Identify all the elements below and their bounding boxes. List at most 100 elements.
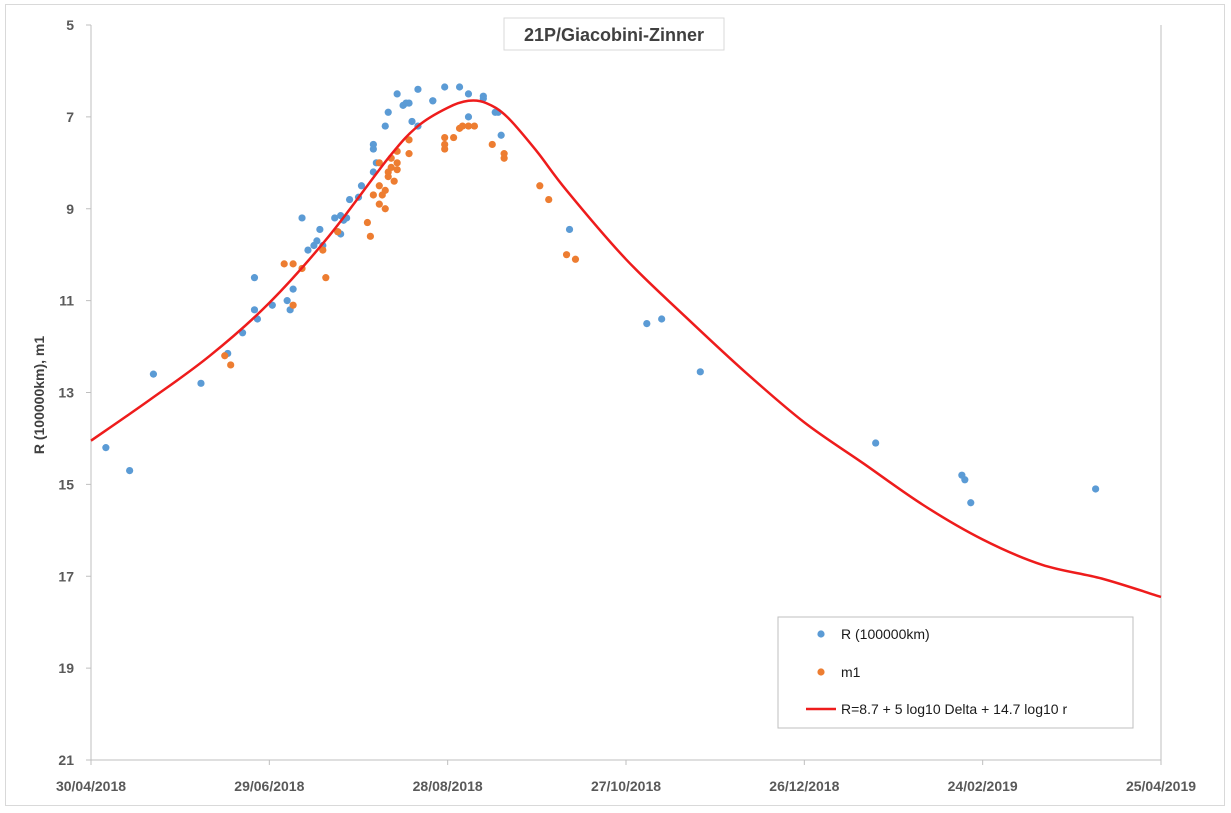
r-data-point bbox=[643, 319, 651, 328]
m1-data-point bbox=[464, 122, 473, 130]
legend-entry-label: m1 bbox=[841, 664, 861, 680]
r-data-point bbox=[384, 108, 392, 116]
r-data-point bbox=[345, 195, 354, 204]
x-tick-label: 24/02/2019 bbox=[948, 778, 1018, 794]
m1-data-point bbox=[381, 186, 389, 194]
m1-data-point bbox=[458, 122, 467, 130]
m1-data-point bbox=[280, 260, 288, 268]
y-tick-label: 19 bbox=[58, 660, 74, 676]
r-data-point bbox=[961, 476, 969, 484]
r-data-point bbox=[872, 439, 880, 447]
r-data-point bbox=[197, 379, 205, 387]
m1-data-point bbox=[393, 166, 401, 174]
r-data-point bbox=[283, 297, 291, 305]
m1-data-point bbox=[319, 246, 327, 254]
r-data-point bbox=[414, 85, 422, 93]
series-layer bbox=[90, 83, 1162, 599]
y-axis-label: R (100000km), m1 bbox=[31, 336, 47, 455]
r-data-point bbox=[464, 90, 473, 98]
x-tick-label: 28/08/2018 bbox=[413, 778, 483, 794]
m1-data-point bbox=[381, 205, 389, 213]
m1-data-point bbox=[393, 159, 401, 167]
r-data-point bbox=[313, 237, 321, 245]
m1-data-point bbox=[488, 140, 496, 149]
m1-data-point bbox=[545, 195, 553, 204]
r-data-point bbox=[381, 122, 389, 130]
m1-data-point bbox=[562, 251, 571, 259]
m1-data-point bbox=[405, 150, 413, 158]
r-data-point bbox=[331, 214, 339, 222]
r-data-point bbox=[298, 214, 306, 222]
m1-data-point bbox=[289, 301, 297, 309]
legend-entry-label: R (100000km) bbox=[841, 626, 930, 642]
y-tick-label: 15 bbox=[58, 476, 74, 492]
m1-data-point bbox=[441, 133, 449, 142]
y-tick-label: 5 bbox=[66, 17, 74, 33]
m1-data-point bbox=[227, 361, 235, 369]
series-model-curve bbox=[90, 99, 1162, 599]
m1-data-point bbox=[363, 218, 372, 227]
y-tick-label: 7 bbox=[66, 109, 74, 125]
chart-title: 21P/Giacobini-Zinner bbox=[524, 25, 704, 45]
r-data-point bbox=[696, 368, 704, 376]
model-curve-line bbox=[90, 99, 1162, 599]
r-data-point bbox=[658, 315, 666, 323]
m1-data-point bbox=[375, 182, 383, 190]
y-axis-ticks: 5 7 9 11 13 15 17 19 21 bbox=[58, 17, 91, 768]
m1-data-point bbox=[571, 255, 580, 263]
y-tick-label: 13 bbox=[58, 385, 74, 401]
legend-marker-swatch bbox=[817, 630, 825, 638]
legend-marker-swatch bbox=[817, 668, 825, 676]
r-data-point bbox=[497, 131, 505, 139]
r-data-point bbox=[289, 285, 297, 293]
m1-data-point bbox=[334, 228, 342, 236]
m1-data-point bbox=[536, 182, 544, 190]
m1-data-point bbox=[390, 177, 398, 185]
x-tick-label: 29/06/2018 bbox=[234, 778, 304, 794]
chart-title-box: 21P/Giacobini-Zinner bbox=[503, 17, 725, 51]
y-tick-label: 9 bbox=[66, 201, 74, 217]
y-tick-label: 17 bbox=[58, 568, 74, 584]
series-m1-points bbox=[221, 122, 580, 369]
m1-data-point bbox=[366, 232, 374, 240]
r-data-point bbox=[126, 466, 134, 475]
x-axis-ticks: 30/04/2018 29/06/2018 28/08/2018 27/10/2018… bbox=[56, 760, 1196, 794]
legend: R (100000km) m1 R=8.7 + 5 log10 Delta + 14… bbox=[777, 616, 1134, 729]
r-data-point bbox=[408, 117, 416, 126]
x-tick-label: 30/04/2018 bbox=[56, 778, 126, 794]
m1-data-point bbox=[387, 163, 395, 172]
r-data-point bbox=[464, 113, 473, 121]
y-tick-label: 21 bbox=[58, 752, 74, 768]
series-r-points bbox=[102, 83, 1100, 507]
m1-data-point bbox=[375, 159, 383, 167]
r-data-point bbox=[149, 370, 158, 378]
r-data-point bbox=[405, 99, 413, 107]
r-data-point bbox=[357, 182, 366, 190]
m1-data-point bbox=[289, 260, 297, 268]
r-data-point bbox=[369, 145, 377, 153]
m1-data-point bbox=[221, 352, 229, 360]
m1-data-point bbox=[322, 274, 330, 282]
legend-box bbox=[777, 616, 1134, 729]
x-tick-label: 25/04/2019 bbox=[1126, 778, 1196, 794]
m1-data-point bbox=[369, 191, 377, 199]
y-tick-label: 11 bbox=[59, 293, 74, 309]
r-data-point bbox=[565, 225, 574, 234]
r-data-point bbox=[316, 225, 324, 234]
r-data-point bbox=[304, 246, 312, 254]
r-data-point bbox=[250, 274, 259, 282]
m1-data-point bbox=[441, 145, 449, 153]
x-tick-label: 26/12/2018 bbox=[769, 778, 839, 794]
m1-data-point bbox=[384, 172, 392, 181]
x-tick-label: 27/10/2018 bbox=[591, 778, 661, 794]
r-data-point bbox=[455, 83, 464, 91]
r-data-point bbox=[967, 499, 975, 507]
r-data-point bbox=[1092, 485, 1100, 493]
r-data-point bbox=[102, 444, 110, 452]
r-data-point bbox=[250, 306, 259, 314]
m1-data-point bbox=[450, 133, 458, 142]
m1-data-point bbox=[470, 122, 479, 130]
r-data-point bbox=[441, 83, 449, 91]
legend-entry-label: R=8.7 + 5 log10 Delta + 14.7 log10 r bbox=[841, 701, 1067, 717]
